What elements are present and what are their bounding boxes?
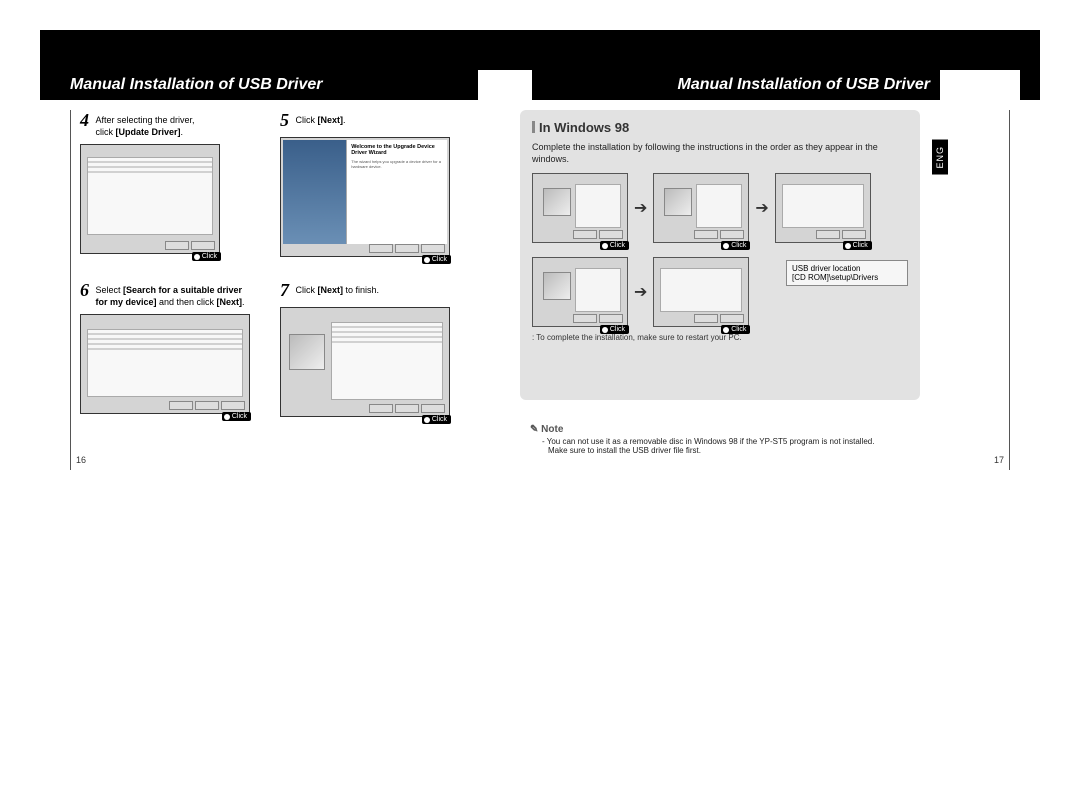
step6-trail: . xyxy=(242,297,245,307)
thumb-panel xyxy=(782,184,864,228)
page-right: ENG In Windows 98 Complete the installat… xyxy=(520,110,1000,470)
step4-line1: After selecting the driver, xyxy=(95,115,194,125)
page-spread: Manual Installation of USB Driver Manual… xyxy=(40,30,1040,460)
thumb-1: Click xyxy=(532,173,628,243)
step-number: 4 xyxy=(80,110,89,131)
note-box: Note - You can not use it as a removable… xyxy=(530,424,930,455)
step6-prefix: Select xyxy=(95,285,123,295)
thumb-2: Click xyxy=(653,173,749,243)
dialog-buttons xyxy=(285,244,445,254)
screenshot-step7: Click xyxy=(280,307,450,417)
thumb-row-1: Click ➔ Click ➔ Click xyxy=(532,173,908,243)
step-6: 6 Select [Search for a suitable driver f… xyxy=(80,280,270,414)
restart-note: : To complete the installation, make sur… xyxy=(532,333,908,342)
step-number: 7 xyxy=(280,280,289,301)
note-line-2: Make sure to install the USB driver file… xyxy=(548,446,930,455)
step5-bold: [Next] xyxy=(317,115,343,125)
step-text: After selecting the driver, click [Updat… xyxy=(95,114,194,138)
step-4: 4 After selecting the driver, click [Upd… xyxy=(80,110,270,254)
step6-bold1: [Search for a suitable driver xyxy=(123,285,242,295)
click-tag: Click xyxy=(721,325,750,334)
wizard-side-graphic xyxy=(283,140,347,244)
step-7: 7 Click [Next] to finish. Click xyxy=(280,280,470,417)
thumb-3: Click xyxy=(775,173,871,243)
page-left: 4 After selecting the driver, click [Upd… xyxy=(80,110,480,470)
device-icon xyxy=(543,272,571,300)
step-number: 6 xyxy=(80,280,89,301)
screenshot-step5: Welcome to the Upgrade Device Driver Wiz… xyxy=(280,137,450,257)
thumb-panel xyxy=(660,268,742,312)
wizard-title: Welcome to the Upgrade Device Driver Wiz… xyxy=(351,144,443,156)
usb-loc-label: USB driver location xyxy=(792,264,902,273)
step4-bold: [Update Driver] xyxy=(115,127,180,137)
click-tag: Click xyxy=(422,415,451,424)
windows-98-box: ENG In Windows 98 Complete the installat… xyxy=(520,110,920,400)
step6-bold1b: for my device] xyxy=(95,297,156,307)
device-icon xyxy=(543,188,571,216)
device-icon xyxy=(664,188,692,216)
step7-trail: to finish. xyxy=(343,285,379,295)
right-margin-rule xyxy=(1009,110,1010,470)
thumb-panel xyxy=(696,184,742,228)
screenshot-step4: Click xyxy=(80,144,220,254)
step-number: 5 xyxy=(280,110,289,131)
step-text: Click [Next] to finish. xyxy=(295,284,379,296)
step5-prefix: Click xyxy=(295,115,317,125)
click-tag: Click xyxy=(600,325,629,334)
step7-prefix: Click xyxy=(295,285,317,295)
screenshot-step6: Click xyxy=(80,314,250,414)
spread-inner: Manual Installation of USB Driver Manual… xyxy=(60,70,1020,450)
right-page-title: Manual Installation of USB Driver xyxy=(532,70,940,100)
arrow-icon: ➔ xyxy=(755,198,768,218)
title-bar-icon xyxy=(532,121,535,133)
usb-loc-path: [CD ROM]\setup\Drivers xyxy=(792,273,902,282)
wizard-panel: Welcome to the Upgrade Device Driver Wiz… xyxy=(346,140,447,244)
step4-prefix: click xyxy=(95,127,115,137)
step4-trail: . xyxy=(180,127,183,137)
click-tag: Click xyxy=(600,241,629,250)
step-text: Click [Next]. xyxy=(295,114,345,126)
click-tag: Click xyxy=(843,241,872,250)
screenshot-panel xyxy=(87,329,243,397)
section-title-text: In Windows 98 xyxy=(539,120,629,135)
wizard-subtitle: The wizard helps you upgrade a device dr… xyxy=(351,159,443,169)
section-subtext: Complete the installation by following t… xyxy=(532,141,908,165)
step-5: 5 Click [Next]. Welcome to the Upgrade D… xyxy=(280,110,470,257)
step6-mid: and then click xyxy=(156,297,216,307)
thumb-panel xyxy=(575,184,621,228)
step5-trail: . xyxy=(343,115,346,125)
dialog-buttons xyxy=(285,404,445,414)
thumb-5: Click xyxy=(653,257,749,327)
note-label: Note xyxy=(530,424,930,435)
thumb-panel xyxy=(575,268,621,312)
dialog-buttons xyxy=(85,241,215,251)
usb-location-box: USB driver location [CD ROM]\setup\Drive… xyxy=(786,260,908,286)
step7-bold: [Next] xyxy=(317,285,343,295)
screenshot-panel xyxy=(87,157,213,235)
click-tag: Click xyxy=(721,241,750,250)
language-tab: ENG xyxy=(932,140,948,175)
screenshot-panel xyxy=(331,322,443,400)
section-title: In Windows 98 xyxy=(532,120,908,135)
click-tag: Click xyxy=(422,255,451,264)
left-page-title: Manual Installation of USB Driver xyxy=(60,70,478,100)
click-tag: Click xyxy=(192,252,221,261)
dialog-buttons xyxy=(85,401,245,411)
device-icon xyxy=(289,334,325,370)
step6-bold2: [Next] xyxy=(217,297,243,307)
left-margin-rule xyxy=(70,110,71,470)
arrow-icon: ➔ xyxy=(634,282,647,302)
arrow-icon: ➔ xyxy=(634,198,647,218)
step-text: Select [Search for a suitable driver for… xyxy=(95,284,244,308)
note-line-1: - You can not use it as a removable disc… xyxy=(542,437,930,446)
thumb-4: Click xyxy=(532,257,628,327)
click-tag: Click xyxy=(222,412,251,421)
